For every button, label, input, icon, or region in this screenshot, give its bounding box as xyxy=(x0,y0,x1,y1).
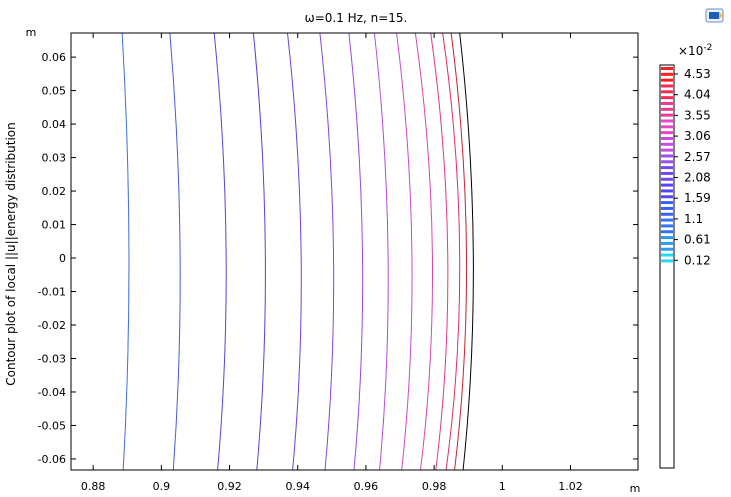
colorbar-stripe xyxy=(661,247,673,251)
colorbar-stripe xyxy=(661,206,673,210)
colorbar-stripe xyxy=(661,113,673,117)
chart-title: ω=0.1 Hz, n=15. xyxy=(305,11,408,25)
colorbar-stripe xyxy=(661,253,673,257)
y-tick-label: 0.05 xyxy=(42,85,67,98)
axes: 0.88 0.9 0.92 0.94 0.96 0.98 1 1.02 0.06 0.05 0.04… xyxy=(38,32,639,493)
colorbar-stripe xyxy=(661,142,673,146)
colorbar-stripe xyxy=(661,96,673,100)
colorbar-stripe xyxy=(661,160,673,164)
contour-line-2 xyxy=(213,32,227,471)
colorbar-stripe xyxy=(661,236,673,240)
y-tick-label: 0.06 xyxy=(42,51,67,64)
colorbar-stripe xyxy=(661,125,673,129)
colorbar-stripe xyxy=(661,67,673,70)
y-tick-label: 0.02 xyxy=(42,185,67,198)
contour-line-8 xyxy=(396,32,413,471)
y-tick-label: 0.03 xyxy=(42,152,67,165)
colorbar-stripe xyxy=(661,107,673,111)
x-tick-label: 0.94 xyxy=(285,480,310,493)
y-axis-label: Contour plot of local ||u||energy distri… xyxy=(4,122,18,385)
colorbar-stripe xyxy=(661,154,673,158)
colorbar-stripe xyxy=(661,131,673,135)
y-tick-label: -0.02 xyxy=(38,319,66,332)
colorbar-label: 4.04 xyxy=(684,88,711,102)
y-tick-label: -0.01 xyxy=(38,286,66,299)
render-icon[interactable] xyxy=(704,6,726,24)
colorbar-stripe xyxy=(661,84,673,88)
colorbar-stripe xyxy=(661,166,673,170)
contour-line-0 xyxy=(121,32,130,471)
x-tick-label: 1 xyxy=(499,480,506,493)
colorbar-label: 3.06 xyxy=(684,129,711,143)
colorbar-stripe xyxy=(661,148,673,152)
y-tick-label: 0.01 xyxy=(42,219,67,232)
colorbar-stripe xyxy=(661,230,673,234)
y-tick-label: -0.04 xyxy=(38,386,66,399)
y-unit-label: m xyxy=(26,26,37,39)
x-unit-label: m xyxy=(630,482,641,495)
colorbar-stripe xyxy=(661,119,673,123)
colorbar-label: 4.53 xyxy=(684,67,711,81)
colorbar-label: 0.61 xyxy=(684,233,711,247)
colorbar-stripe xyxy=(661,177,673,181)
colorbar-frame xyxy=(659,64,675,469)
colorbar-stripe xyxy=(661,259,673,263)
colorbar-multiplier: ×10-2 xyxy=(678,43,712,58)
x-tick-label: 0.98 xyxy=(422,480,447,493)
contour-line-5 xyxy=(319,32,335,471)
contour-line-1 xyxy=(169,32,181,471)
colorbar-stripe xyxy=(661,189,673,193)
contour-lines xyxy=(121,32,474,471)
contour-line-13 xyxy=(459,32,474,471)
colorbar-label: 1.1 xyxy=(684,212,703,226)
contour-line-6 xyxy=(348,32,364,471)
x-tick-label: 0.96 xyxy=(354,480,379,493)
colorbar-label: 3.55 xyxy=(684,108,711,122)
colorbar-stripe xyxy=(661,171,673,175)
x-tick-label: 0.9 xyxy=(153,480,171,493)
y-tick-label: 0 xyxy=(59,252,66,265)
colorbar-stripe xyxy=(661,212,673,216)
x-tick-label: 1.02 xyxy=(558,480,583,493)
colorbar-stripe xyxy=(661,201,673,205)
colorbar-stripe xyxy=(661,72,673,76)
x-tick-label: 0.88 xyxy=(81,480,106,493)
contour-line-4 xyxy=(287,32,302,471)
colorbar-stripe xyxy=(661,224,673,228)
contour-line-12 xyxy=(450,32,468,471)
y-tick-label: -0.05 xyxy=(38,419,66,432)
colorbar-exponent: -2 xyxy=(703,43,712,53)
colorbar: ×10-2 4.53 4.04 3.55 3.06 2.57 2.08 1.59 1.1 0.6… xyxy=(659,43,712,469)
colorbar-stripe xyxy=(661,78,673,82)
contour-line-3 xyxy=(252,32,266,471)
colorbar-stripe xyxy=(661,183,673,187)
y-tick-label: 0.04 xyxy=(42,118,67,131)
colorbar-stripe xyxy=(661,195,673,199)
colorbar-stripe xyxy=(661,101,673,105)
colorbar-stripe xyxy=(661,90,673,94)
colorbar-label: 2.08 xyxy=(684,171,711,185)
colorbar-label: 0.12 xyxy=(684,253,711,267)
contour-line-9 xyxy=(414,32,433,471)
y-tick-label: -0.03 xyxy=(38,352,66,365)
contour-line-7 xyxy=(373,32,389,471)
x-tick-label: 0.92 xyxy=(217,480,242,493)
colorbar-stripe xyxy=(661,241,673,245)
colorbar-stripe xyxy=(661,136,673,140)
contour-line-10 xyxy=(430,32,449,471)
plot-frame xyxy=(70,32,639,471)
colorbar-label: 1.59 xyxy=(684,191,711,205)
contour-line-11 xyxy=(442,32,461,471)
colorbar-label: 2.57 xyxy=(684,150,711,164)
y-tick-label: -0.06 xyxy=(38,453,66,466)
colorbar-stripe xyxy=(661,218,673,222)
